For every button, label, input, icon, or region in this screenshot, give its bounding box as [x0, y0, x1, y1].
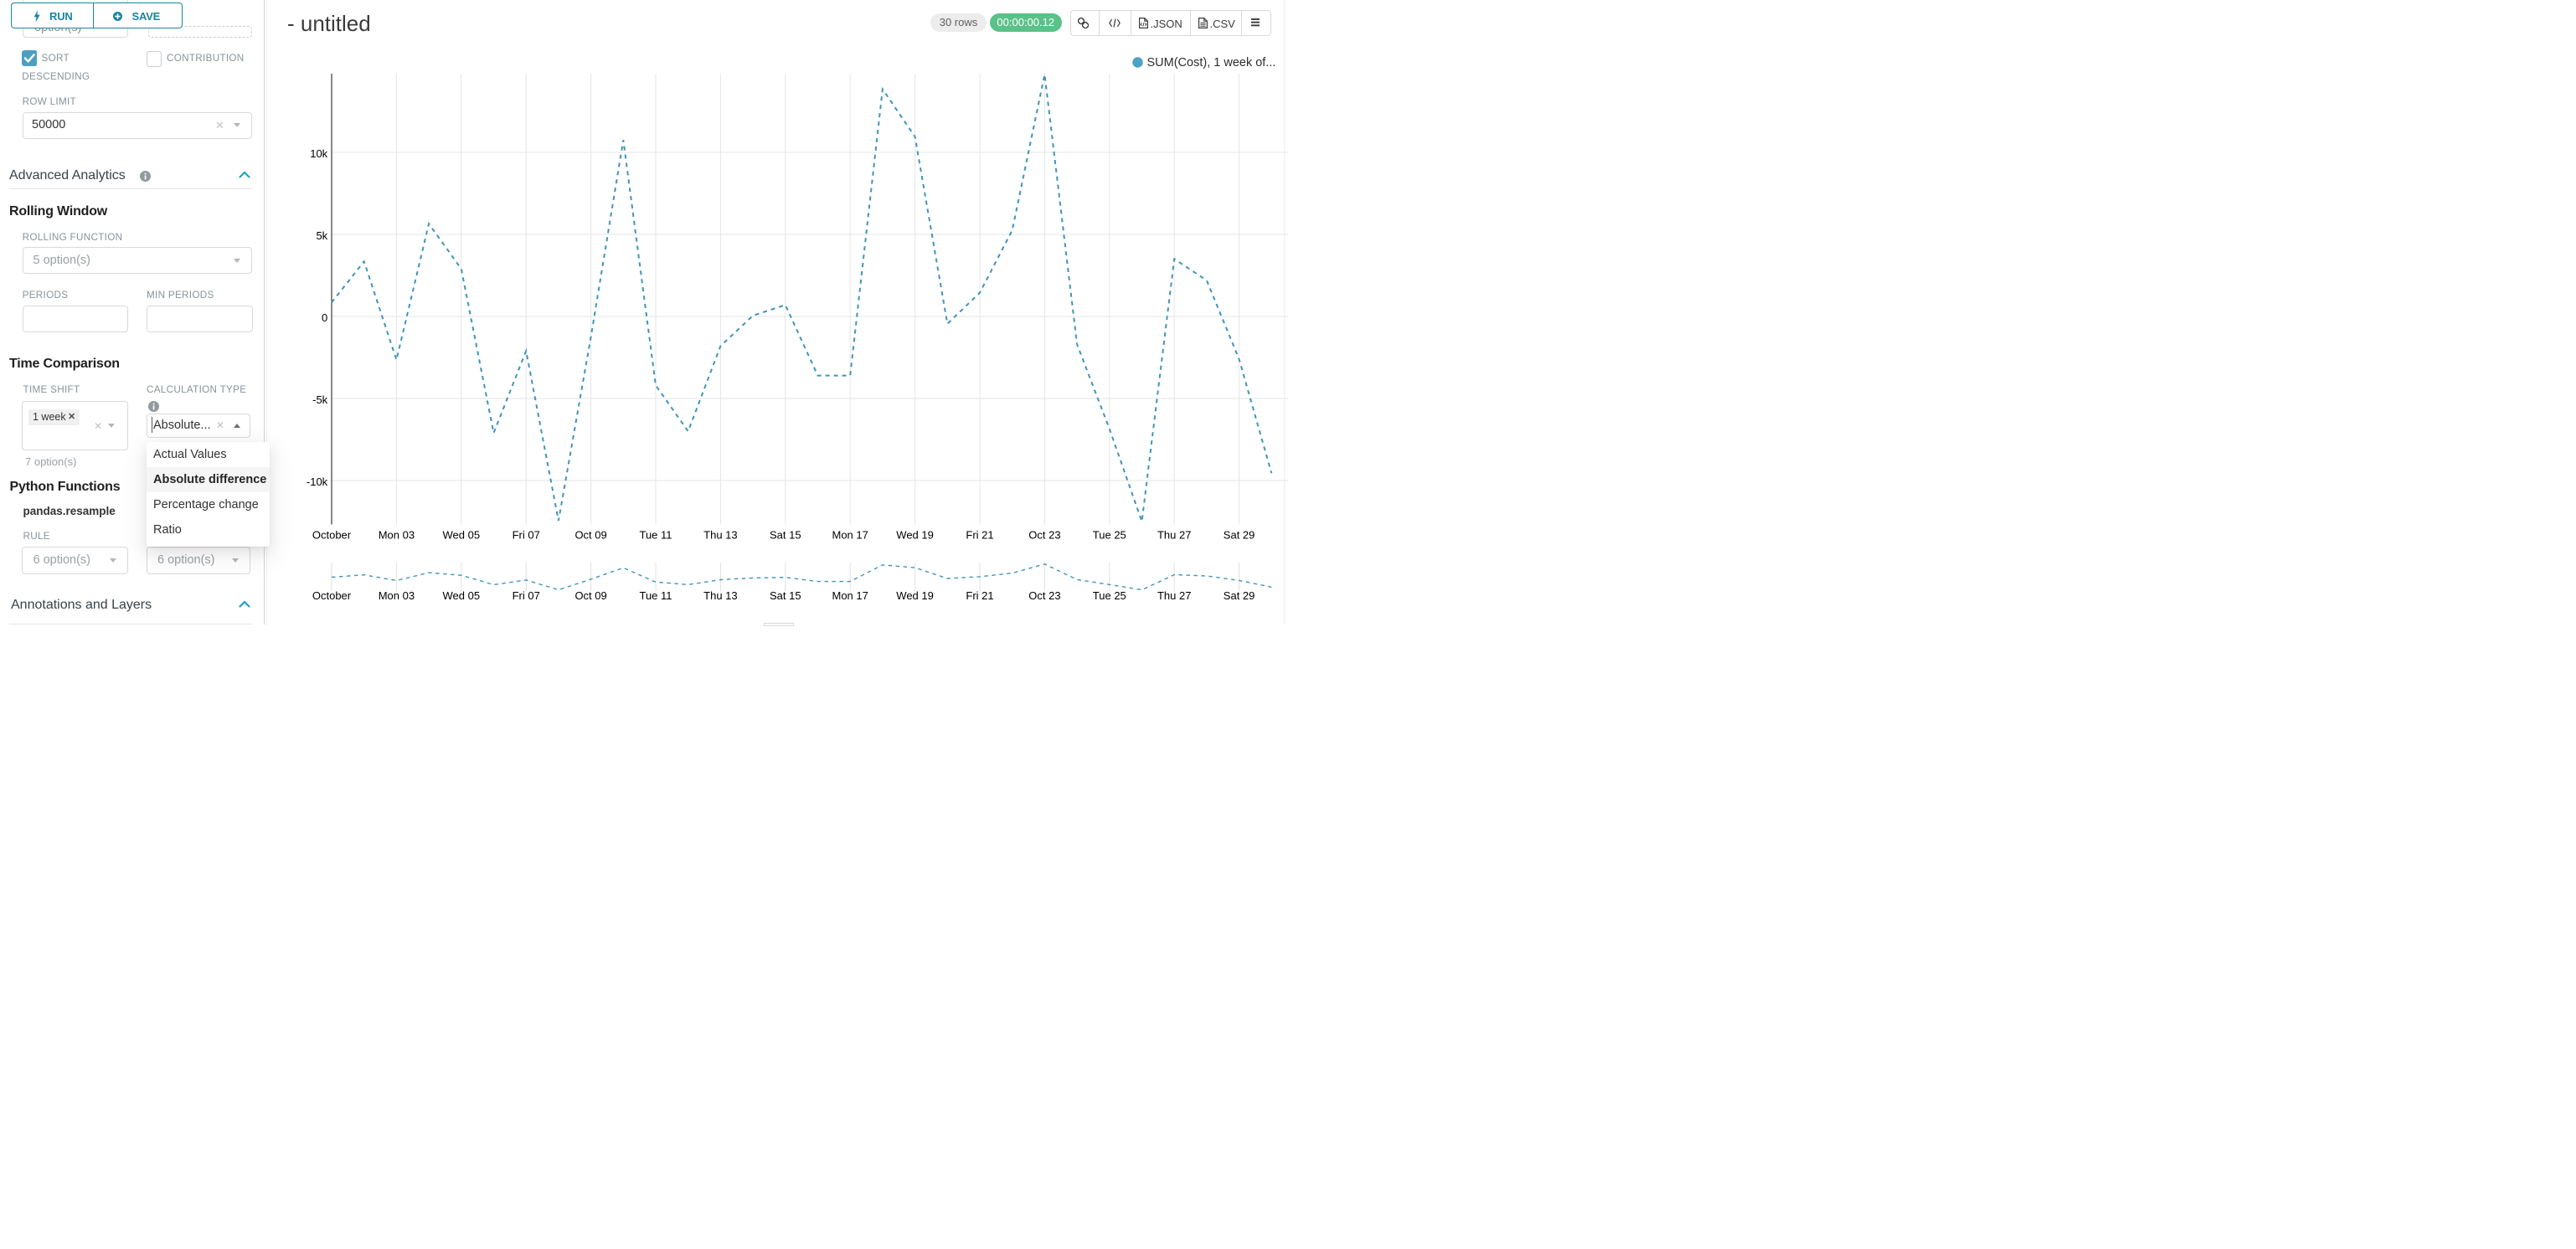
svg-text:Tue 11: Tue 11 [639, 589, 672, 602]
svg-text:Fri 21: Fri 21 [966, 529, 993, 542]
svg-text:0: 0 [322, 311, 327, 324]
svg-text:Thu 27: Thu 27 [1157, 529, 1191, 542]
svg-text:Mon 03: Mon 03 [379, 589, 415, 602]
svg-text:Wed 05: Wed 05 [443, 529, 481, 542]
svg-text:Oct 09: Oct 09 [574, 529, 606, 542]
svg-text:-10k: -10k [307, 475, 328, 488]
svg-text:Oct 23: Oct 23 [1028, 589, 1060, 602]
svg-text:Thu 27: Thu 27 [1157, 589, 1191, 602]
svg-text:5k: 5k [316, 229, 327, 242]
svg-text:Fri 21: Fri 21 [966, 589, 993, 602]
svg-text:Oct 09: Oct 09 [574, 589, 606, 602]
svg-text:Wed 19: Wed 19 [896, 529, 934, 542]
svg-text:October: October [312, 529, 352, 542]
svg-text:Tue 25: Tue 25 [1093, 529, 1126, 542]
svg-text:Oct 23: Oct 23 [1028, 529, 1060, 542]
svg-text:10k: 10k [310, 147, 327, 160]
svg-text:Tue 25: Tue 25 [1093, 589, 1126, 602]
svg-text:October: October [312, 589, 352, 602]
svg-text:Wed 05: Wed 05 [443, 589, 481, 602]
svg-text:Mon 17: Mon 17 [832, 529, 868, 542]
svg-text:Thu 13: Thu 13 [703, 589, 737, 602]
svg-text:-5k: -5k [312, 393, 328, 406]
svg-text:Sat 15: Sat 15 [770, 529, 801, 542]
svg-text:Sat 29: Sat 29 [1224, 589, 1255, 602]
svg-text:Wed 19: Wed 19 [896, 589, 934, 602]
svg-text:Sat 15: Sat 15 [770, 589, 801, 602]
svg-text:Tue 11: Tue 11 [639, 529, 672, 542]
svg-text:Mon 03: Mon 03 [379, 529, 415, 542]
svg-text:Fri 07: Fri 07 [513, 589, 540, 602]
svg-text:Fri 07: Fri 07 [513, 529, 540, 542]
svg-text:Mon 17: Mon 17 [832, 589, 868, 602]
svg-text:Sat 29: Sat 29 [1224, 529, 1255, 542]
svg-text:Thu 13: Thu 13 [703, 529, 737, 542]
